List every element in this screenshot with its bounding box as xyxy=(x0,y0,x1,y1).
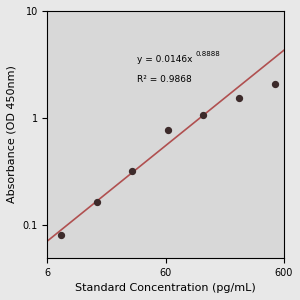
Text: 0.8888: 0.8888 xyxy=(195,51,220,57)
Point xyxy=(58,232,63,237)
Point xyxy=(201,112,206,117)
Text: R² = 0.9868: R² = 0.9868 xyxy=(137,75,192,84)
Y-axis label: Absorbance (OD 450nm): Absorbance (OD 450nm) xyxy=(7,65,17,203)
Text: y = 0.0146x: y = 0.0146x xyxy=(137,55,193,64)
X-axis label: Standard Concentration (pg/mL): Standard Concentration (pg/mL) xyxy=(75,283,256,293)
Point xyxy=(165,128,170,132)
Point xyxy=(130,169,135,174)
Point xyxy=(94,200,99,205)
Point xyxy=(236,95,241,100)
Point xyxy=(272,81,277,86)
